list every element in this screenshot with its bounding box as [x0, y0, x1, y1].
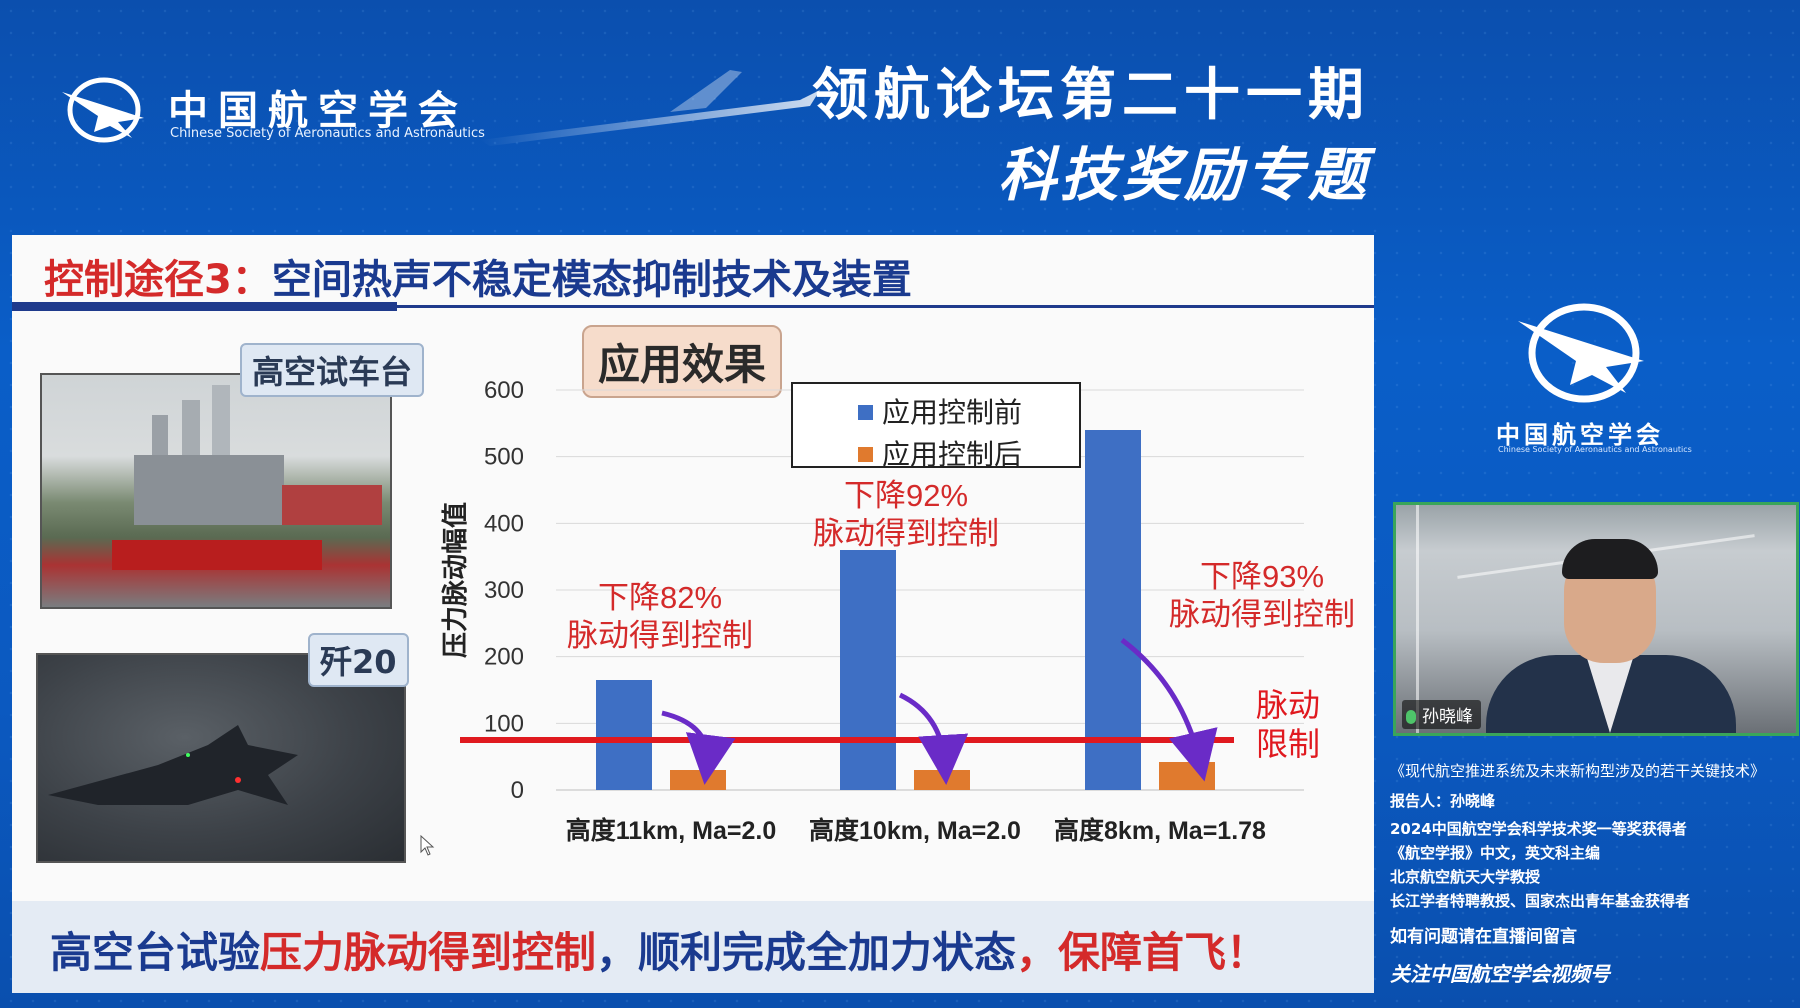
slide-title-prefix: 控制途径3： — [44, 257, 272, 303]
bio-line-1: 2024中国航空学会科学技术奖一等奖获得者 — [1390, 820, 1687, 838]
banner-part2: 压力脉动得到控制 — [260, 928, 597, 977]
slide-title-main: 空间热声不稳定模态抑制技术及装置 — [271, 257, 912, 303]
title-divider-accent — [12, 302, 397, 311]
bar-before-2 — [1085, 430, 1141, 790]
mouse-cursor-icon — [420, 835, 435, 856]
slide-title: 控制途径3：空间热声不稳定模态抑制技术及装置 — [44, 247, 912, 305]
annotation-drop-2: 下降93% — [1200, 559, 1324, 594]
annotation-controlled-1: 脉动得到控制 — [813, 516, 999, 551]
x-tick-label: 高度8km, Ma=1.78 — [1054, 816, 1266, 845]
reduction-arrow-icon — [1120, 638, 1218, 782]
y-axis-label: 压力脉动幅值 — [440, 502, 470, 658]
bar-before-1 — [840, 550, 896, 790]
bar-after-1 — [914, 770, 970, 790]
csaa-logo-icon — [62, 77, 144, 143]
reporter-line: 报告人：孙晓峰 — [1390, 792, 1496, 810]
j20-tag: 歼20 — [308, 633, 409, 687]
limit-label-line1: 脉动 — [1256, 687, 1320, 723]
bio-line-2: 《航空学报》中文，英文科主编 — [1390, 844, 1601, 862]
legend-swatch-1 — [858, 447, 873, 462]
annotation-controlled-2: 脉动得到控制 — [1169, 597, 1355, 632]
y-tick-label: 100 — [484, 710, 524, 737]
speaker-video[interactable]: 孙晓峰 — [1393, 502, 1799, 736]
effect-tag: 应用效果 — [582, 325, 783, 398]
y-tick-label: 600 — [484, 377, 524, 404]
banner-part4: ，保障首飞！ — [1016, 928, 1269, 977]
right-org-name-en: Chinese Society of Aeronautics and Astro… — [1498, 445, 1692, 454]
comment-prompt: 如有问题请在直播间留言 — [1390, 927, 1577, 947]
y-tick-label: 300 — [484, 577, 524, 604]
y-tick-label: 200 — [484, 644, 524, 671]
j20-aircraft-illustration — [48, 725, 298, 805]
y-tick-label: 500 — [484, 444, 524, 471]
reduction-arrow-icon — [898, 692, 969, 785]
legend-label-1: 应用控制后 — [882, 439, 1022, 470]
title-divider — [12, 305, 1374, 308]
y-axis-ticks: 0 100 200 300 400 500 600 — [484, 377, 524, 804]
org-name-cn: 中国航空学会 — [168, 88, 468, 134]
test-bench-tag: 高空试车台 — [240, 343, 425, 397]
bg-window-frame — [1416, 505, 1419, 733]
presentation-slide: 控制途径3：空间热声不稳定模态抑制技术及装置 高空试车台 歼20 应用效果 0 1… — [12, 235, 1374, 993]
legend-box — [791, 382, 1081, 468]
annotation-drop-0: 下降82% — [598, 580, 722, 615]
forum-subtitle: 科技奖励专题 — [997, 141, 1370, 209]
reduction-arrow-icon — [661, 710, 736, 785]
x-axis-labels: 高度11km, Ma=2.0 高度10km, Ma=2.0 高度8km, Ma=1.… — [566, 816, 1266, 845]
talk-title: 《现代航空推进系统及未来新构型涉及的若干关键技术》 — [1390, 762, 1766, 780]
bar-after-0 — [670, 770, 726, 790]
follow-prompt: 关注中国航空学会视频号 — [1390, 962, 1610, 986]
legend-swatch-0 — [858, 405, 873, 420]
conclusion-banner: 高空台试验压力脉动得到控制，顺利完成全加力状态，保障首飞！ — [12, 901, 1374, 993]
banner-text: 高空台试验压力脉动得到控制，顺利完成全加力状态，保障首飞！ — [50, 919, 1268, 980]
plane-illustration — [480, 70, 820, 146]
chart-bars — [596, 430, 1215, 790]
csaa-logo-large-icon — [1518, 303, 1644, 403]
right-org-name-cn: 中国航空学会 — [1496, 421, 1664, 449]
forum-title: 领航论坛第二十一期 — [812, 63, 1370, 128]
microphone-icon — [1406, 710, 1416, 724]
legend-label-0: 应用控制前 — [882, 397, 1022, 428]
bio-line-3: 北京航空航天大学教授 — [1390, 868, 1541, 886]
speaker-name: 孙晓峰 — [1422, 707, 1473, 727]
pressure-pulsation-chart: 0 100 200 300 400 500 600 压力脉动幅值 高度11km, Ma=2.… — [440, 377, 1355, 845]
banner-part1: 高空台试验 — [50, 928, 261, 977]
bar-before-0 — [596, 680, 652, 790]
speaker-hair — [1562, 539, 1658, 579]
limit-label-line2: 限制 — [1256, 726, 1320, 762]
bio-line-4: 长江学者特聘教授、国家杰出青年基金获得者 — [1390, 892, 1691, 910]
bar-after-2 — [1159, 762, 1215, 790]
speaker-name-label: 孙晓峰 — [1402, 700, 1481, 729]
banner-part3: ，顺利完成全加力状态 — [596, 928, 1017, 977]
annotation-controlled-0: 脉动得到控制 — [567, 618, 753, 653]
test-bench-illustration — [112, 385, 382, 570]
annotation-drop-1: 下降92% — [844, 478, 968, 513]
y-tick-label: 0 — [511, 777, 524, 804]
test-bench-photo — [40, 373, 392, 609]
x-tick-label: 高度11km, Ma=2.0 — [566, 816, 777, 845]
header: 中国航空学会 Chinese Society of Aeronautics an… — [0, 0, 1800, 230]
x-tick-label: 高度10km, Ma=2.0 — [809, 816, 1021, 845]
org-name-en: Chinese Society of Aeronautics and Astro… — [170, 126, 485, 141]
j20-photo — [36, 653, 406, 863]
y-tick-label: 400 — [484, 510, 524, 537]
